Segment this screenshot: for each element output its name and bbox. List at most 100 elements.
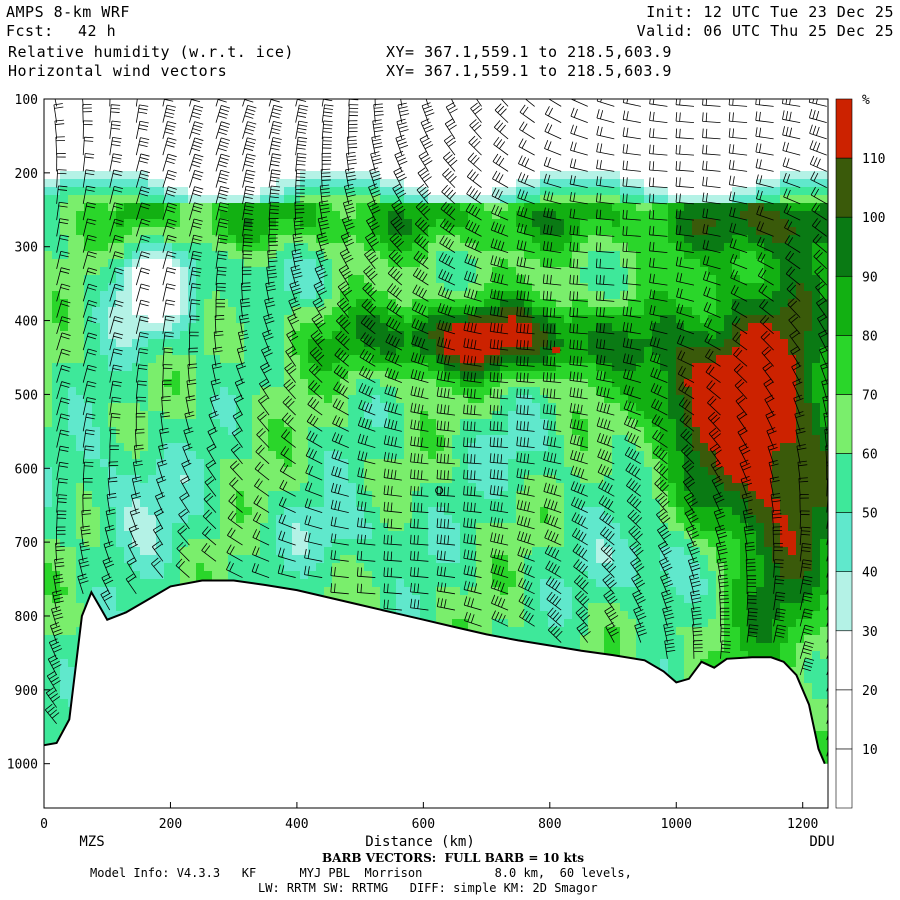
rh-cell	[412, 467, 421, 476]
rh-cell	[772, 147, 781, 156]
rh-cell	[276, 171, 285, 180]
rh-cell	[428, 211, 437, 220]
rh-cell	[796, 363, 805, 372]
rh-cell	[196, 387, 205, 396]
rh-cell	[340, 395, 349, 404]
rh-cell	[636, 171, 645, 180]
rh-cell	[596, 443, 605, 452]
rh-cell	[604, 115, 613, 124]
rh-cell	[564, 235, 573, 244]
rh-cell	[812, 195, 821, 204]
rh-cell	[556, 139, 565, 148]
rh-cell	[100, 179, 109, 188]
rh-cell	[612, 123, 621, 132]
rh-cell	[196, 267, 205, 276]
rh-cell	[156, 275, 165, 284]
rh-cell	[132, 395, 141, 404]
rh-cell	[684, 275, 693, 284]
rh-cell	[228, 387, 237, 396]
rh-cell	[308, 283, 317, 292]
rh-cell	[452, 235, 461, 244]
rh-cell	[444, 323, 453, 332]
rh-cell	[132, 483, 141, 492]
rh-cell	[516, 267, 525, 276]
rh-cell	[308, 243, 317, 252]
rh-cell	[268, 211, 277, 220]
rh-cell	[756, 323, 765, 332]
rh-cell	[204, 451, 213, 460]
rh-cell	[228, 299, 237, 308]
rh-cell	[764, 99, 773, 108]
rh-cell	[612, 491, 621, 500]
rh-cell	[332, 379, 341, 388]
rh-cell	[340, 203, 349, 212]
rh-cell	[564, 195, 573, 204]
rh-cell	[316, 139, 325, 148]
rh-cell	[372, 475, 381, 484]
rh-cell	[196, 299, 205, 308]
rh-cell	[564, 211, 573, 220]
rh-cell	[452, 459, 461, 468]
rh-cell	[492, 467, 501, 476]
rh-cell	[508, 259, 517, 268]
rh-cell	[220, 427, 229, 436]
rh-cell	[100, 411, 109, 420]
rh-cell	[572, 443, 581, 452]
rh-cell	[796, 435, 805, 444]
rh-cell	[596, 347, 605, 356]
rh-cell	[404, 395, 413, 404]
rh-cell	[804, 107, 813, 116]
rh-cell	[316, 251, 325, 260]
rh-cell	[604, 499, 613, 508]
rh-cell	[228, 371, 237, 380]
rh-cell	[172, 363, 181, 372]
rh-cell	[132, 387, 141, 396]
rh-cell	[476, 395, 485, 404]
rh-cell	[332, 299, 341, 308]
rh-cell	[716, 331, 725, 340]
rh-cell	[564, 131, 573, 140]
rh-cell	[524, 299, 533, 308]
rh-cell	[564, 291, 573, 300]
rh-cell	[116, 107, 125, 116]
rh-cell	[236, 387, 245, 396]
rh-cell	[324, 475, 333, 484]
rh-cell	[452, 355, 461, 364]
rh-cell	[300, 307, 309, 316]
rh-cell	[148, 355, 157, 364]
rh-cell	[204, 403, 213, 412]
rh-cell	[44, 435, 53, 444]
rh-cell	[628, 131, 637, 140]
rh-cell	[348, 411, 357, 420]
rh-cell	[540, 107, 549, 116]
rh-cell	[804, 147, 813, 156]
rh-cell	[276, 411, 285, 420]
rh-cell	[604, 355, 613, 364]
rh-cell	[764, 291, 773, 300]
rh-cell	[52, 379, 61, 388]
rh-cell	[196, 467, 205, 476]
rh-cell	[580, 163, 589, 172]
rh-cell	[340, 163, 349, 172]
rh-cell	[260, 211, 269, 220]
rh-cell	[420, 419, 429, 428]
valid-time: Valid: 06 UTC Thu 25 Dec 25	[636, 22, 894, 40]
rh-cell	[52, 419, 61, 428]
rh-cell	[564, 299, 573, 308]
rh-cell	[172, 291, 181, 300]
rh-cell	[188, 307, 197, 316]
rh-cell	[204, 187, 213, 196]
rh-cell	[100, 467, 109, 476]
rh-cell	[260, 171, 269, 180]
rh-cell	[116, 379, 125, 388]
rh-cell	[540, 299, 549, 308]
rh-cell	[524, 347, 533, 356]
rh-cell	[92, 251, 101, 260]
rh-cell	[588, 123, 597, 132]
rh-cell	[668, 163, 677, 172]
rh-cell	[244, 203, 253, 212]
rh-cell	[748, 403, 757, 412]
rh-cell	[236, 115, 245, 124]
rh-cell	[428, 403, 437, 412]
rh-cell	[540, 475, 549, 484]
